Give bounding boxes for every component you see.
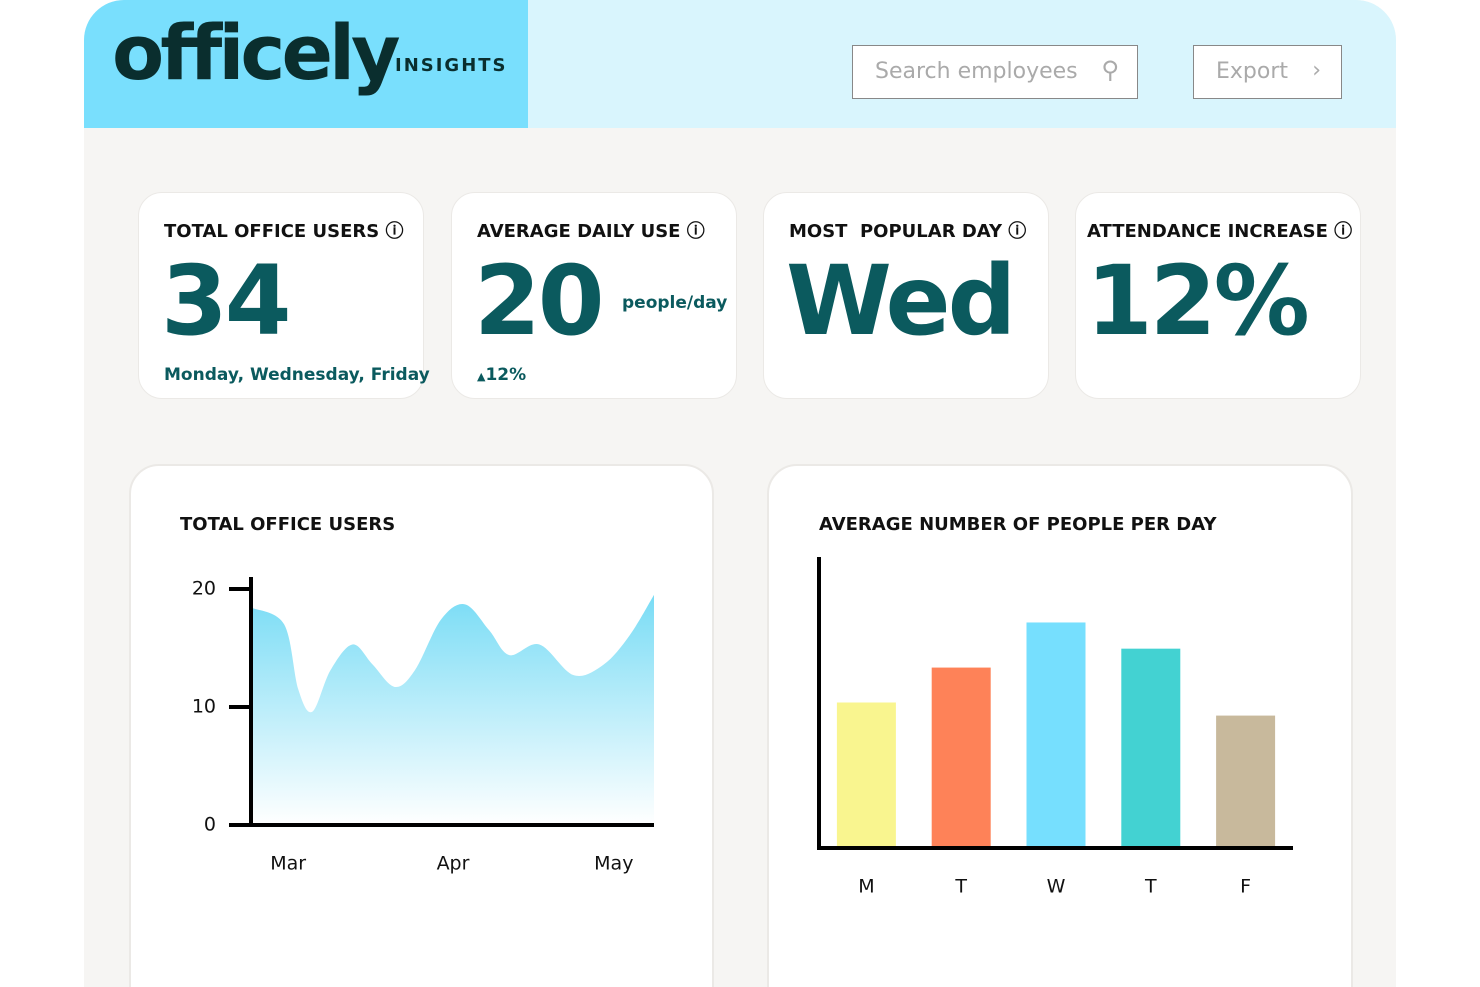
x-tick-label: W (1047, 876, 1066, 898)
chevron: › (1312, 58, 1321, 83)
card-title: ATTENDANCE INCREASE ⓘ (1087, 221, 1353, 242)
export-label: Export (1216, 59, 1289, 84)
y-tick-label: 10 (192, 696, 216, 718)
search-placeholder: Search employees (875, 59, 1078, 84)
stat-card: AVERAGE DAILY USE ⓘ 20 people/day ▲12% (451, 192, 737, 399)
card-title-text: AVERAGE DAILY USE (477, 221, 681, 242)
stat-card: TOTAL OFFICE USERS ⓘ 34 Monday, Wednesda… (138, 192, 430, 399)
card-value: Wed (786, 245, 1016, 357)
chart-title: AVERAGE NUMBER OF PEOPLE PER DAY (819, 514, 1217, 535)
bar (836, 702, 896, 848)
y-tick-label: 20 (192, 578, 216, 600)
x-tick-label: Mar (270, 853, 306, 875)
card-value: 12% (1086, 245, 1310, 357)
stat-card: MOST POPULAR DAY ⓘ Wed (763, 192, 1049, 399)
bar (931, 667, 991, 848)
x-tick-label: T (1144, 876, 1157, 898)
card-title: MOST POPULAR DAY ⓘ (789, 221, 1027, 242)
card-unit: people/day (622, 293, 728, 313)
stat-card: ATTENDANCE INCREASE ⓘ 12% (1075, 192, 1361, 399)
card-value: 20 (474, 245, 605, 357)
y-tick-label: 0 (204, 814, 216, 836)
card-note: Monday, Wednesday, Friday (164, 365, 430, 385)
card-value: 34 (161, 245, 292, 357)
header-left (84, 0, 528, 128)
bar (1026, 622, 1086, 848)
x-tick-label: F (1240, 876, 1251, 898)
card-title-text: TOTAL OFFICE USERS (164, 221, 380, 242)
bar (1121, 648, 1181, 848)
card-title-text: MOST POPULAR DAY (789, 221, 1003, 242)
x-tick-label: T (954, 876, 967, 898)
card-note-text: 12% (485, 365, 527, 385)
export-button[interactable]: Export › (1193, 45, 1342, 99)
area (252, 594, 654, 825)
bar (1216, 715, 1276, 848)
x-tick-label: May (594, 853, 633, 875)
x-tick-label: M (858, 876, 874, 898)
card-note: ▲12% (477, 365, 527, 385)
search-icon: ⚲ (1101, 56, 1119, 84)
search-box[interactable]: Search employees ⚲ (852, 45, 1138, 99)
card-title-text: ATTENDANCE INCREASE (1087, 221, 1328, 242)
card-title: TOTAL OFFICE USERS ⓘ (164, 221, 404, 242)
section-label: INSIGHTS (395, 55, 508, 76)
chart-title: TOTAL OFFICE USERS (180, 514, 396, 535)
logo[interactable]: officely (112, 8, 401, 97)
card-title: AVERAGE DAILY USE ⓘ (477, 221, 705, 242)
x-tick-label: Apr (437, 853, 470, 875)
